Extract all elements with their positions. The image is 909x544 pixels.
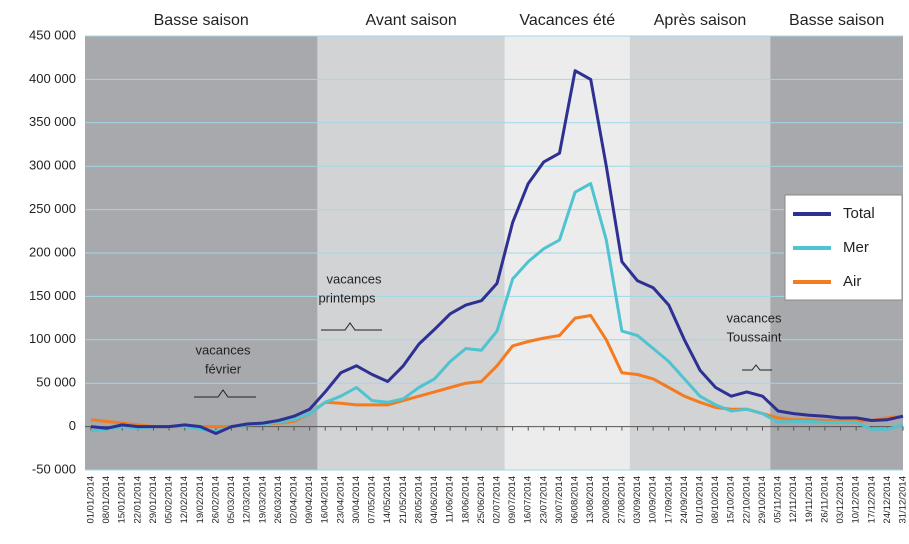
x-tick-label: 29/01/2014 <box>148 476 159 524</box>
grid: -50 000 0 50 000 100 000 150 000 200 000 250 0… <box>29 27 909 523</box>
x-tick-label: 02/07/2014 <box>492 476 503 524</box>
x-tick-label: 12/03/2014 <box>242 476 253 524</box>
y-tick-label: -50 000 <box>32 461 76 476</box>
x-tick-label: 05/02/2014 <box>164 476 175 524</box>
y-tick-label: 450 000 <box>29 27 76 42</box>
x-tick-label: 19/02/2014 <box>195 476 206 524</box>
x-tick-label: 23/07/2014 <box>538 476 549 524</box>
x-tick-label: 13/08/2014 <box>585 476 596 524</box>
x-tick-label: 16/04/2014 <box>320 476 331 524</box>
season-label: Avant saison <box>365 12 456 29</box>
x-tick-label: 22/01/2014 <box>132 476 143 524</box>
x-tick-label: 11/06/2014 <box>445 476 456 523</box>
x-tick-label: 27/08/2014 <box>616 476 627 524</box>
x-tick-label: 23/04/2014 <box>335 476 346 524</box>
bracket <box>194 389 256 398</box>
series-line <box>90 69 904 435</box>
annotation: vacances <box>196 342 251 357</box>
x-tick-label: 17/09/2014 <box>663 476 674 524</box>
x-tick-label: 05/11/2014 <box>773 476 784 523</box>
y-tick-label: 400 000 <box>29 71 76 86</box>
legend: Total Mer Air <box>784 194 903 301</box>
season-label: Basse saison <box>789 12 884 29</box>
x-tick-label: 10/09/2014 <box>648 476 659 524</box>
bracket <box>742 364 772 371</box>
annotation: vacances <box>327 271 382 286</box>
y-tick-label: 50 000 <box>36 375 76 390</box>
lines <box>90 69 904 435</box>
x-tick-label: 15/01/2014 <box>117 476 128 524</box>
x-tick-label: 15/10/2014 <box>726 476 737 524</box>
x-tick-label: 05/03/2014 <box>226 476 237 524</box>
x-tick-label: 30/04/2014 <box>351 476 362 524</box>
legend-label: Air <box>843 273 861 290</box>
y-tick-label: 200 000 <box>29 244 76 259</box>
x-tick-label: 09/04/2014 <box>304 476 315 524</box>
annotation: Toussaint <box>727 329 782 344</box>
y-tick-label: 300 000 <box>29 158 76 173</box>
x-tick-label: 16/07/2014 <box>523 476 534 524</box>
x-tick-label: 12/11/2014 <box>788 476 799 523</box>
x-tick-label: 01/01/2014 <box>86 476 97 524</box>
x-tick-label: 26/11/2014 <box>819 476 830 523</box>
season-label: Après saison <box>654 12 747 29</box>
x-tick-label: 24/12/2014 <box>882 476 893 524</box>
season-label: Vacances été <box>519 12 615 29</box>
y-tick-label: 0 <box>69 418 76 433</box>
y-tick-label: 250 000 <box>29 201 76 216</box>
x-tick-label: 06/08/2014 <box>570 476 581 524</box>
x-tick-label: 03/09/2014 <box>632 476 643 524</box>
y-tick-label: 100 000 <box>29 331 76 346</box>
season-bands: Basse saison Avant saison Vacances été Aprè… <box>85 12 903 470</box>
x-tick-label: 14/05/2014 <box>382 476 393 524</box>
bracket <box>321 322 382 331</box>
annotation: vacances <box>727 310 782 325</box>
legend-label: Total <box>843 205 875 222</box>
x-tick-label: 08/10/2014 <box>710 476 721 524</box>
season-label: Basse saison <box>154 12 249 29</box>
x-tick-label: 04/06/2014 <box>429 476 440 524</box>
y-tick-label: 150 000 <box>29 288 76 303</box>
x-tick-label: 26/03/2014 <box>273 476 284 524</box>
x-tick-label: 21/05/2014 <box>398 476 409 524</box>
x-tick-label: 10/12/2014 <box>851 476 862 524</box>
annotation: printemps <box>318 290 376 305</box>
x-tick-label: 31/12/2014 <box>898 476 909 524</box>
annotations: vacances février vacances printemps vaca… <box>194 271 782 398</box>
x-tick-label: 07/05/2014 <box>367 476 378 524</box>
y-tick-label: 350 000 <box>29 114 76 129</box>
x-tick-label: 18/06/2014 <box>460 476 471 524</box>
x-tick-label: 03/12/2014 <box>835 476 846 524</box>
x-tick-label: 08/01/2014 <box>101 476 112 524</box>
x-tick-label: 29/10/2014 <box>757 476 768 524</box>
x-tick-label: 09/07/2014 <box>507 476 518 524</box>
x-tick-label: 01/10/2014 <box>695 476 706 524</box>
x-tick-label: 26/02/2014 <box>210 476 221 524</box>
legend-label: Mer <box>843 239 869 256</box>
x-tick-label: 19/03/2014 <box>257 476 268 524</box>
x-tick-label: 22/10/2014 <box>741 476 752 524</box>
x-tick-label: 19/11/2014 <box>804 476 815 523</box>
x-tick-label: 12/02/2014 <box>179 476 190 524</box>
annotation: février <box>205 361 242 376</box>
x-tick-label: 20/08/2014 <box>601 476 612 524</box>
x-tick-label: 24/09/2014 <box>679 476 690 524</box>
x-tick-label: 30/07/2014 <box>554 476 565 524</box>
x-tick-label: 25/06/2014 <box>476 476 487 524</box>
x-tick-label: 17/12/2014 <box>866 476 877 524</box>
x-tick-label: 02/04/2014 <box>289 476 300 524</box>
x-tick-label: 28/05/2014 <box>413 476 424 524</box>
